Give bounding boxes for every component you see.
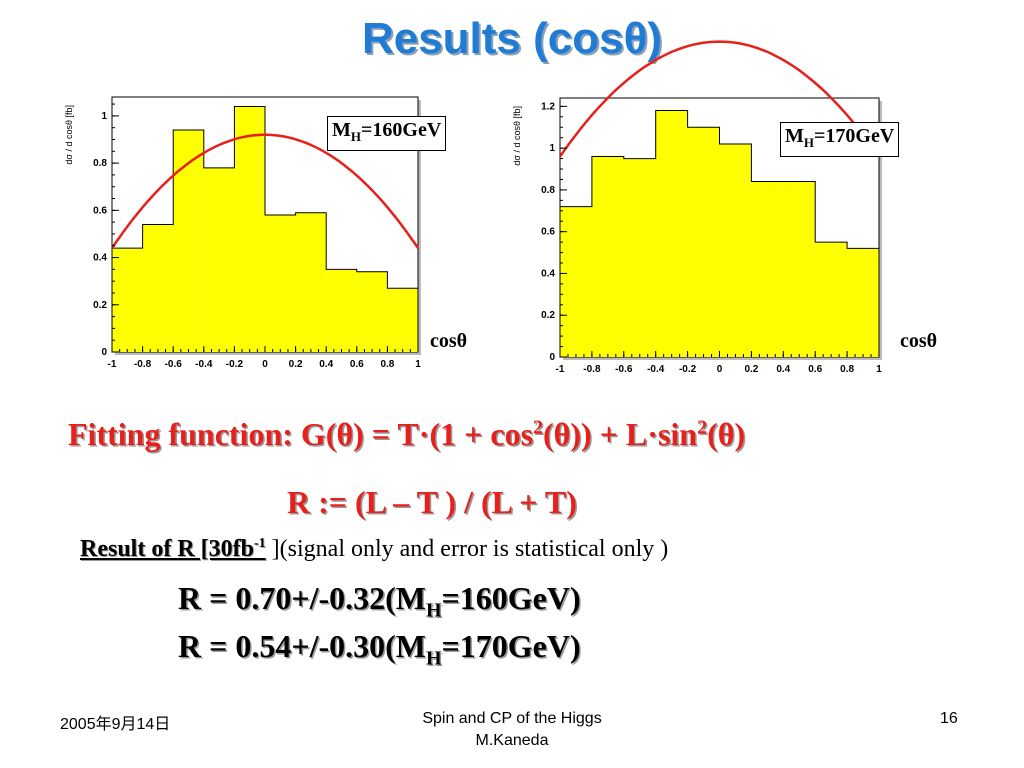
histogram-bar — [265, 215, 296, 352]
histogram-bar — [591, 156, 624, 357]
result-160: R = 0.70+/-0.32(MH=160GeV) — [178, 580, 581, 622]
y-tick-label: 0.4 — [541, 268, 555, 279]
x-tick-label: 0.6 — [808, 364, 822, 375]
x-tick-label: -1 — [556, 364, 565, 375]
x-tick-label: -0.6 — [165, 359, 183, 370]
y-tick-label: 0.2 — [541, 310, 555, 321]
histogram-bar — [234, 106, 265, 352]
x-tick-label: 1 — [415, 359, 421, 370]
histogram-bar — [751, 181, 784, 357]
x-tick-label: 1 — [876, 364, 882, 375]
result-heading: Result of R [30fb-1 ](signal only and er… — [80, 536, 668, 563]
y-axis-label: dσ / d cosθ [fb] — [64, 105, 74, 165]
footer-center: Spin and CP of the Higgs M.Kaneda — [380, 708, 644, 752]
footer-page-number: 16 — [940, 710, 958, 727]
x-tick-label: -0.6 — [615, 364, 633, 375]
histogram-bar — [687, 127, 720, 357]
x-tick-label: -0.8 — [583, 364, 601, 375]
histogram-bar — [203, 167, 235, 352]
x-tick-label: 0 — [717, 364, 723, 375]
x-tick-label: -0.4 — [195, 359, 213, 370]
x-tick-label: 0.8 — [380, 359, 394, 370]
histogram-bar — [815, 242, 848, 357]
histogram-bar — [783, 181, 816, 357]
x-tick-label: 0 — [262, 359, 268, 370]
result-170: R = 0.54+/-0.30(MH=170GeV) — [178, 628, 581, 670]
fitting-function: Fitting function: G(θ) = T·(1 + cos2(θ))… — [68, 416, 746, 452]
legend-label: M — [785, 125, 804, 147]
histogram-outline — [559, 110, 880, 357]
y-tick-label: 0.8 — [541, 185, 555, 196]
legend-sub: H — [350, 129, 362, 144]
x-axis-label-160: cosθ — [430, 330, 468, 352]
legend-value: =170GeV — [814, 125, 895, 147]
histogram-bar — [623, 158, 656, 357]
footer-author: M.Kaneda — [475, 732, 549, 749]
x-tick-label: 0.2 — [289, 359, 303, 370]
x-axis-label-170: cosθ — [900, 330, 938, 352]
slide-title: Results (cosθ) — [361, 14, 663, 63]
histogram-bar — [387, 288, 418, 352]
x-tick-label: -0.2 — [679, 364, 697, 375]
legend-sub: H — [803, 135, 815, 150]
histogram-bar — [847, 248, 879, 357]
result-heading-sup: -1 — [254, 536, 266, 551]
fit-curve — [110, 133, 420, 249]
histogram-bar — [295, 212, 327, 352]
y-tick-label: 1.2 — [541, 101, 555, 112]
legend-mh160: MH=160GeV — [327, 116, 447, 151]
x-tick-label: -1 — [108, 359, 117, 370]
y-tick-label: 0.4 — [93, 253, 107, 264]
x-tick-label: -0.8 — [134, 359, 152, 370]
x-tick-label: 0.2 — [744, 364, 758, 375]
histogram-bar — [173, 130, 204, 352]
result-heading-label: Result of R [30fb — [80, 536, 254, 562]
y-tick-label: 1 — [549, 143, 555, 154]
histogram-bar — [112, 248, 143, 352]
histogram-bar — [326, 269, 357, 352]
result-heading-note: ](signal only and error is statistical o… — [265, 536, 669, 562]
y-tick-label: 0 — [101, 347, 107, 358]
legend-mh170: MH=170GeV — [780, 122, 900, 157]
y-axis-label: dσ / d cosθ [fb] — [512, 106, 522, 166]
x-tick-label: 0.4 — [776, 364, 790, 375]
footer-date: 2005年9月14日 — [60, 716, 171, 733]
histogram-outline — [111, 105, 419, 352]
histogram-bar — [655, 110, 688, 357]
x-tick-label: 0.4 — [319, 359, 333, 370]
x-tick-label: -0.2 — [226, 359, 244, 370]
y-tick-label: 0.8 — [93, 158, 107, 169]
y-tick-label: 0.6 — [93, 205, 107, 216]
legend-value: =160GeV — [361, 119, 442, 141]
x-tick-label: -0.4 — [647, 364, 665, 375]
x-tick-label: 0.6 — [350, 359, 364, 370]
r-definition: R := (L – T ) / (L + T) — [287, 484, 577, 520]
histogram-bar — [560, 206, 592, 357]
legend-label: M — [332, 119, 351, 141]
histogram-bar — [719, 143, 752, 357]
footer-title: Spin and CP of the Higgs — [422, 710, 602, 727]
x-tick-label: 0.8 — [840, 364, 854, 375]
y-tick-label: 0 — [549, 352, 555, 363]
y-tick-label: 1 — [101, 111, 107, 122]
y-tick-label: 0.2 — [93, 300, 107, 311]
plots-canvas: -1 -0.8 -0.6 -0.4 -0.2 0 0.2 0.4 0.6 0.8 1 0 0.2 0.4 0… — [64, 40, 882, 375]
histogram-bar — [356, 271, 388, 352]
histogram-bar — [142, 224, 174, 352]
histogram-plot-170: -1 -0.8 -0.6 -0.4 -0.2 0 0.2 0.4 0.6 0.8 1 0 0.2 0.4 0… — [512, 40, 882, 375]
fit-curve — [558, 40, 881, 158]
y-tick-label: 0.6 — [541, 227, 555, 238]
